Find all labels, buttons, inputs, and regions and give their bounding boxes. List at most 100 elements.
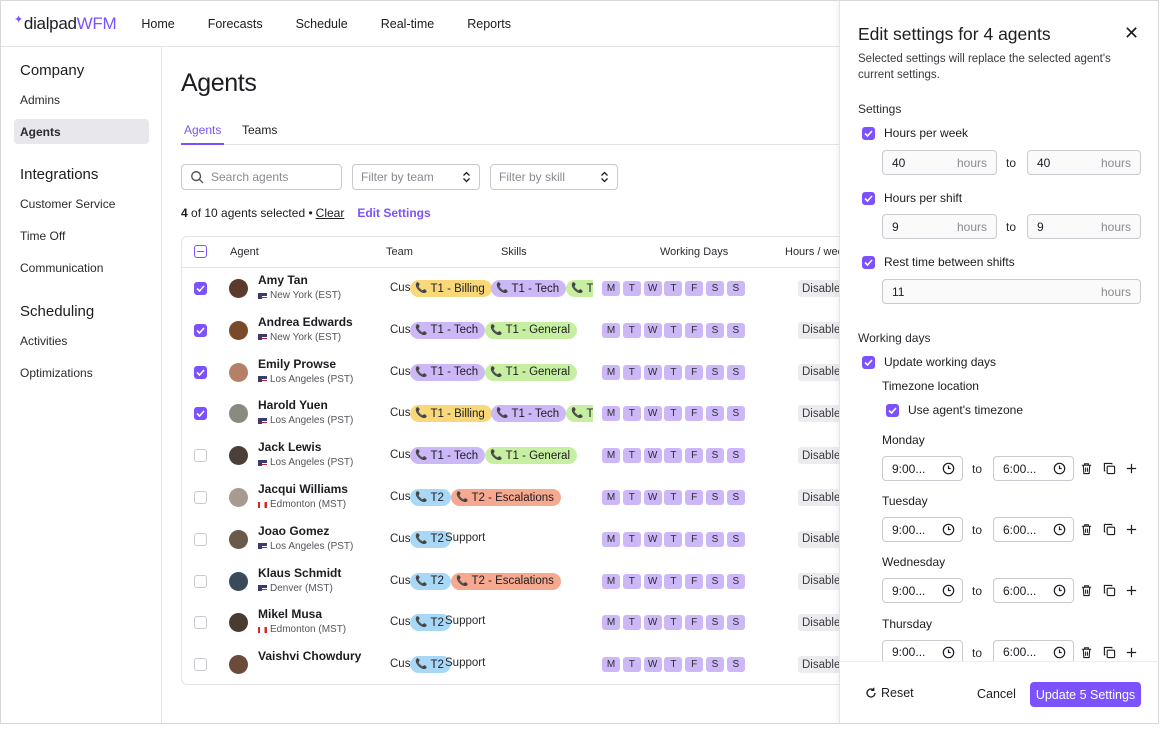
hours-per-shift-from-input[interactable]: 9 hours bbox=[882, 214, 997, 239]
row-checkbox[interactable] bbox=[194, 658, 207, 672]
flag-icon bbox=[258, 543, 267, 550]
plus-icon[interactable] bbox=[1125, 646, 1138, 659]
copy-icon[interactable] bbox=[1103, 646, 1116, 659]
hours-per-shift-to-input[interactable]: 9 hours bbox=[1027, 214, 1141, 239]
trash-icon[interactable] bbox=[1080, 646, 1093, 659]
use-agent-timezone-checkbox[interactable] bbox=[886, 403, 899, 417]
end-time-input[interactable]: 6:00... bbox=[993, 517, 1074, 543]
agent-name[interactable]: Vaishvi Chowdury bbox=[258, 649, 362, 664]
close-icon[interactable]: ✕ bbox=[1124, 23, 1140, 43]
skill-label: T2 bbox=[430, 533, 444, 546]
start-time-input[interactable]: 9:00... bbox=[882, 578, 963, 604]
agent-name[interactable]: Joao Gomez bbox=[258, 523, 330, 538]
search-input[interactable]: Search agents bbox=[181, 164, 342, 190]
day-chip: W bbox=[643, 281, 662, 296]
sidebar-item-optimizations[interactable]: Optimizations bbox=[20, 365, 93, 380]
plus-icon[interactable] bbox=[1125, 462, 1138, 475]
nav-forecasts[interactable]: Forecasts bbox=[207, 16, 263, 31]
row-checkbox[interactable] bbox=[194, 491, 207, 504]
agent-name[interactable]: Mikel Musa bbox=[258, 607, 323, 622]
header-hours-week[interactable]: Hours / week bbox=[785, 246, 839, 258]
table-row[interactable]: Amy Tan New York (EST) Cus 📞 T1 - Billing 📞 T1… bbox=[182, 268, 839, 310]
row-checkbox[interactable] bbox=[194, 323, 207, 337]
table-row[interactable]: Vaishvi Chowdury Cus 📞 T2 Support M T W T F S S Disa… bbox=[182, 644, 839, 686]
trash-icon[interactable] bbox=[1080, 523, 1093, 536]
nav-home[interactable]: Home bbox=[141, 16, 175, 31]
row-checkbox[interactable] bbox=[194, 532, 207, 546]
table-row[interactable]: Joao Gomez Los Angeles (PST) Cus 📞 T2 Support… bbox=[182, 519, 839, 561]
sidebar-item-customer-service[interactable]: Customer Service bbox=[20, 196, 116, 211]
hours-per-week-from-input[interactable]: 40 hours bbox=[882, 150, 997, 175]
hours-per-week-toggle[interactable]: Hours per week bbox=[862, 126, 968, 140]
copy-icon[interactable] bbox=[1103, 584, 1116, 597]
agent-name[interactable]: Harold Yuen bbox=[258, 398, 328, 413]
header-team[interactable]: Team bbox=[386, 246, 413, 258]
clear-selection-link[interactable]: Clear bbox=[315, 206, 345, 220]
end-time-input[interactable]: 6:00... bbox=[993, 578, 1074, 604]
copy-icon[interactable] bbox=[1103, 462, 1116, 475]
start-time-input[interactable]: 9:00... bbox=[882, 456, 963, 481]
agent-name[interactable]: Emily Prowse bbox=[258, 356, 337, 371]
agent-name[interactable]: Jack Lewis bbox=[258, 440, 322, 455]
start-time-input[interactable]: 9:00... bbox=[882, 639, 963, 665]
cancel-button[interactable]: Cancel bbox=[977, 687, 1016, 701]
sidebar-item-agents[interactable]: Agents bbox=[14, 119, 149, 144]
row-checkbox[interactable] bbox=[194, 365, 207, 379]
clock-icon bbox=[942, 462, 955, 475]
hours-per-week-checkbox[interactable] bbox=[862, 126, 875, 140]
trash-icon[interactable] bbox=[1080, 462, 1093, 475]
trash-icon[interactable] bbox=[1080, 584, 1093, 597]
end-time-input[interactable]: 6:00... bbox=[993, 456, 1074, 481]
update-settings-button[interactable]: Update 5 Settings bbox=[1030, 682, 1141, 707]
sidebar-item-admins[interactable]: Admins bbox=[20, 92, 61, 107]
nav-reports[interactable]: Reports bbox=[467, 16, 511, 31]
sidebar-item-activities[interactable]: Activities bbox=[20, 333, 68, 348]
rest-time-checkbox[interactable] bbox=[862, 255, 875, 269]
rest-time-toggle[interactable]: Rest time between shifts bbox=[862, 255, 1015, 269]
table-row[interactable]: Emily Prowse Los Angeles (PST) Cus 📞 T1 - Te… bbox=[182, 352, 839, 394]
row-checkbox[interactable] bbox=[194, 449, 207, 463]
agent-name[interactable]: Klaus Schmidt bbox=[258, 565, 342, 580]
agent-name[interactable]: Andrea Edwards bbox=[258, 314, 353, 329]
plus-icon[interactable] bbox=[1125, 584, 1138, 597]
row-checkbox[interactable] bbox=[194, 574, 207, 588]
sidebar-item-time-off[interactable]: Time Off bbox=[20, 228, 66, 243]
start-time-input[interactable]: 9:00... bbox=[882, 517, 963, 543]
nav-schedule[interactable]: Schedule bbox=[295, 16, 348, 31]
agent-name[interactable]: Jacqui Williams bbox=[258, 482, 348, 496]
use-agent-timezone-toggle[interactable]: Use agent's timezone bbox=[886, 403, 1023, 417]
table-row[interactable]: Mikel Musa Edmonton (MST) Cus 📞 T2 Support M T W… bbox=[182, 602, 839, 644]
hours-per-shift-checkbox[interactable] bbox=[862, 191, 875, 205]
update-working-days-toggle[interactable]: Update working days bbox=[862, 355, 996, 369]
header-working-days[interactable]: Working Days bbox=[660, 246, 729, 258]
table-row[interactable]: Harold Yuen Los Angeles (PST) Cus 📞 T1 - Bil… bbox=[182, 393, 839, 435]
select-all-checkbox[interactable] bbox=[194, 245, 207, 258]
table-row[interactable]: Jack Lewis Los Angeles (PST) Cus 📞 T1 - Tech… bbox=[182, 435, 839, 477]
row-checkbox[interactable] bbox=[194, 282, 207, 295]
working-days-section-label: Working days bbox=[858, 331, 931, 345]
table-row[interactable]: Jacqui Williams Edmonton (MST) Cus 📞 T2 📞 T2 -… bbox=[182, 477, 839, 519]
edit-settings-button[interactable]: Edit Settings bbox=[357, 206, 431, 220]
row-checkbox[interactable] bbox=[194, 616, 207, 630]
sidebar-item-communication[interactable]: Communication bbox=[20, 260, 104, 275]
reset-button[interactable]: Reset bbox=[865, 686, 914, 700]
end-time-input[interactable]: 6:00... bbox=[993, 639, 1074, 665]
agent-name[interactable]: Amy Tan bbox=[258, 273, 308, 287]
tab-teams[interactable]: Teams bbox=[242, 123, 278, 137]
hours-per-shift-toggle[interactable]: Hours per shift bbox=[862, 191, 962, 205]
copy-icon[interactable] bbox=[1103, 523, 1116, 536]
hours-per-week-to-input[interactable]: 40 hours bbox=[1027, 150, 1141, 175]
plus-icon[interactable] bbox=[1125, 523, 1138, 536]
table-row[interactable]: Andrea Edwards New York (EST) Cus 📞 T1 - Tec… bbox=[182, 310, 839, 352]
table-row[interactable]: Klaus Schmidt Denver (MST) Cus 📞 T2 📞 T2 - Esc… bbox=[182, 561, 839, 603]
filter-team-select[interactable]: Filter by team bbox=[352, 164, 480, 190]
nav-real-time[interactable]: Real-time bbox=[380, 16, 435, 31]
filter-skill-select[interactable]: Filter by skill bbox=[490, 164, 618, 190]
header-agent[interactable]: Agent bbox=[230, 246, 259, 258]
logo[interactable]: ✦ dialpad WFM bbox=[14, 14, 117, 34]
update-working-days-checkbox[interactable] bbox=[862, 355, 875, 369]
tab-agents[interactable]: Agents bbox=[181, 123, 225, 145]
row-checkbox[interactable] bbox=[194, 407, 207, 421]
header-skills[interactable]: Skills bbox=[501, 246, 527, 258]
rest-time-input[interactable]: 11 hours bbox=[882, 279, 1141, 304]
